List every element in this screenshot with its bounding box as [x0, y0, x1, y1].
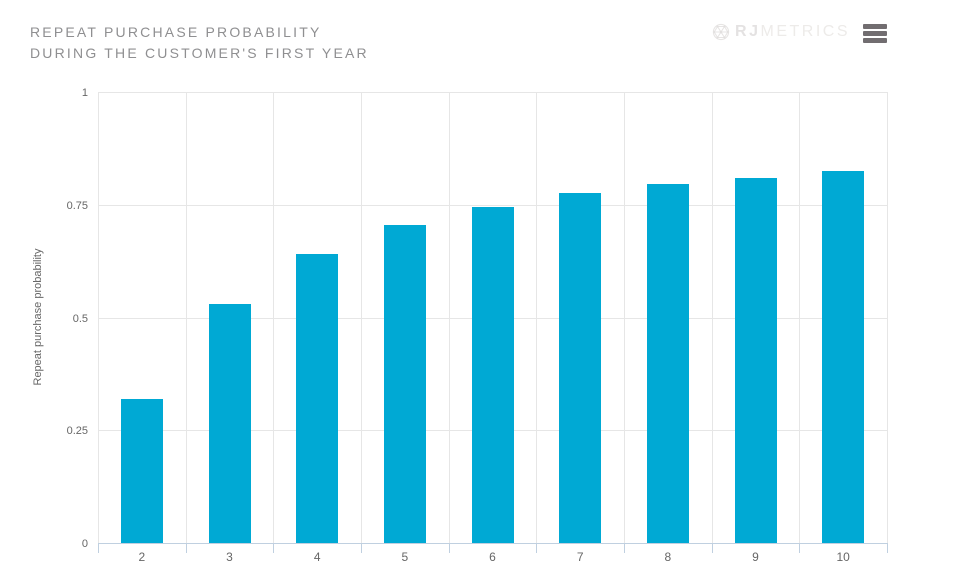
y-tick-label: 0.25 — [66, 425, 88, 438]
horizontal-gridline — [98, 204, 887, 206]
x-tick-label: 6 — [489, 550, 496, 564]
rjmetrics-globe-icon — [712, 23, 730, 41]
hamburger-bar — [863, 38, 887, 43]
y-tick-label: 0.75 — [66, 199, 88, 212]
x-axis-tick — [711, 543, 713, 553]
bar[interactable] — [822, 170, 865, 543]
bar[interactable] — [120, 398, 163, 543]
hamburger-bar — [863, 31, 887, 36]
bar[interactable] — [383, 225, 426, 543]
y-tick-label: 1 — [81, 87, 88, 99]
x-axis-tick — [98, 543, 99, 553]
y-tick-label: 0.5 — [72, 312, 88, 325]
x-tick-label: 2 — [138, 550, 146, 564]
hamburger-bar — [863, 24, 887, 29]
chart-title-line2: DURING THE CUSTOMER'S FIRST YEAR — [30, 45, 369, 61]
vertical-gridline — [887, 92, 888, 543]
horizontal-gridline — [98, 92, 887, 93]
x-tick-label: 9 — [752, 550, 759, 564]
brand-text: RJMETRICS — [735, 23, 850, 41]
x-axis-line — [98, 543, 887, 544]
x-axis-tick — [448, 543, 450, 553]
y-tick-label: 0 — [81, 538, 88, 550]
rjmetrics-logo: RJMETRICS — [712, 22, 850, 42]
x-axis-tick — [361, 543, 362, 553]
x-axis-tick — [273, 543, 275, 553]
x-tick-label: 7 — [576, 550, 584, 564]
bar[interactable] — [208, 303, 251, 543]
x-axis-tick — [185, 543, 187, 553]
x-axis-tick — [536, 543, 538, 553]
x-tick-label: 3 — [226, 550, 233, 564]
chart-title: REPEAT PURCHASE PROBABILITY DURING THE C… — [30, 22, 369, 64]
x-axis-tick — [799, 543, 801, 553]
bar[interactable] — [296, 254, 339, 543]
y-axis-title: Repeat purchase probability — [32, 248, 44, 386]
brand-bold: RJ — [735, 23, 761, 40]
x-axis-tick — [624, 543, 625, 553]
hamburger-menu-icon[interactable] — [863, 24, 887, 43]
bar[interactable] — [734, 177, 777, 543]
x-axis-tick — [887, 543, 888, 553]
x-tick-label: 10 — [836, 550, 850, 564]
chart-title-line1: REPEAT PURCHASE PROBABILITY — [30, 24, 322, 40]
x-tick-label: 5 — [401, 550, 409, 564]
brand-light: METRICS — [760, 23, 850, 40]
bar[interactable] — [471, 207, 514, 543]
bar[interactable] — [559, 193, 602, 543]
x-tick-label: 4 — [313, 550, 321, 564]
x-tick-label: 8 — [664, 550, 672, 564]
bar[interactable] — [646, 184, 689, 543]
